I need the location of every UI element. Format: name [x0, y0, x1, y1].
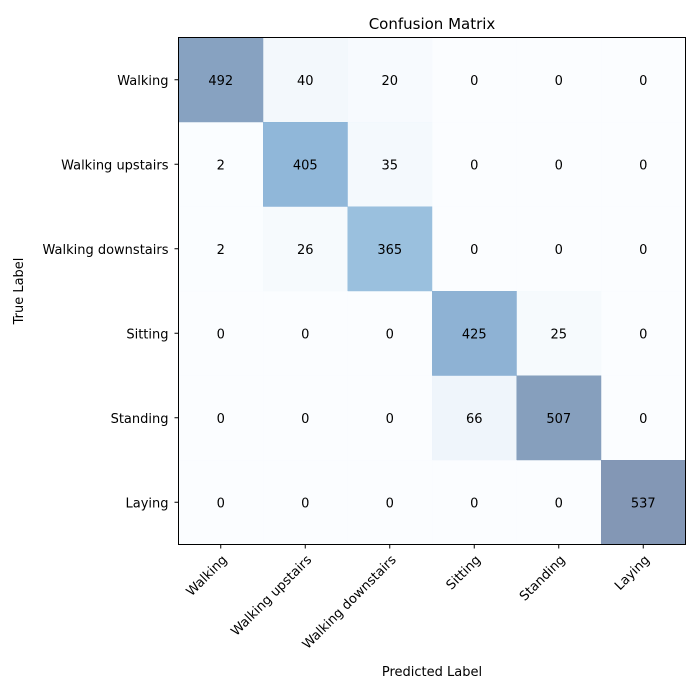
cell-value-label: 0 — [555, 243, 563, 258]
y-tick-label: Walking — [117, 74, 168, 89]
heatmap-cell — [601, 37, 686, 123]
heatmap-cell — [178, 375, 264, 461]
plot-frame — [178, 37, 686, 545]
heatmap-cell — [347, 291, 433, 376]
y-tick-label: Walking downstairs — [42, 243, 168, 258]
cell-value-label: 40 — [297, 74, 314, 89]
y-tick-label: Laying — [125, 496, 168, 511]
cell-value-label: 0 — [639, 412, 647, 427]
heatmap-cell — [432, 375, 517, 461]
y-tick-label: Walking upstairs — [61, 158, 169, 173]
cell-value-label: 537 — [631, 496, 656, 511]
cell-value-label: 2 — [217, 243, 225, 258]
heatmap-cell — [516, 206, 602, 292]
cell-value-label: 0 — [301, 327, 309, 342]
y-axis-ticks: Walking Walking upstairs Walking downstair… — [42, 74, 179, 511]
heatmap-cells — [178, 37, 686, 545]
heatmap-cell — [432, 460, 517, 545]
cell-value-label: 507 — [546, 412, 571, 427]
cell-value-label: 0 — [555, 74, 563, 89]
cell-value-label: 35 — [381, 158, 398, 173]
heatmap-cell — [601, 122, 686, 207]
cell-value-label: 0 — [386, 496, 394, 511]
heatmap-cell — [347, 122, 433, 207]
cell-value-label: 0 — [639, 327, 647, 342]
cell-value-label: 0 — [639, 243, 647, 258]
cell-value-label: 405 — [293, 158, 318, 173]
cell-value-label: 20 — [381, 74, 398, 89]
cell-value-label: 0 — [470, 74, 478, 89]
heatmap-cell — [263, 375, 348, 461]
cell-value-label: 0 — [470, 158, 478, 173]
cell-value-label: 0 — [555, 496, 563, 511]
cell-value-label: 66 — [466, 412, 483, 427]
cell-value-labels: 492 40 20 0 0 0 2 405 35 0 0 0 2 26 365 0 0 0 0 0 0 425 25 0 0 0 0… — [208, 74, 655, 512]
x-tick-label: Sitting — [444, 553, 484, 593]
y-tick-label: Sitting — [126, 327, 168, 342]
y-tick-label: Standing — [111, 412, 169, 427]
heatmap-cell — [263, 291, 348, 376]
x-tick-label: Walking downstairs — [300, 553, 400, 653]
heatmap-cell — [601, 375, 686, 461]
chart-title: Confusion Matrix — [369, 15, 496, 33]
cell-value-label: 0 — [217, 412, 225, 427]
x-axis-label: Predicted Label — [382, 665, 482, 680]
cell-value-label: 0 — [386, 327, 394, 342]
heatmap-cell — [178, 206, 264, 292]
heatmap-cell — [347, 37, 433, 123]
heatmap-cell — [178, 291, 264, 376]
heatmap-cell — [263, 37, 348, 123]
heatmap-cell — [347, 206, 433, 292]
heatmap-cell — [516, 37, 602, 123]
cell-value-label: 0 — [217, 496, 225, 511]
heatmap-cell — [432, 291, 517, 376]
cell-value-label: 2 — [217, 158, 225, 173]
heatmap-cell — [601, 291, 686, 376]
heatmap-cell — [516, 375, 602, 461]
heatmap-cell — [263, 460, 348, 545]
heatmap-cell — [178, 122, 264, 207]
heatmap-cell — [263, 206, 348, 292]
cell-value-label: 26 — [297, 243, 314, 258]
heatmap-cell — [432, 37, 517, 123]
heatmap-cell — [516, 291, 602, 376]
heatmap-cell — [178, 460, 264, 545]
heatmap-cell — [263, 122, 348, 207]
cell-value-label: 492 — [208, 74, 233, 89]
cell-value-label: 425 — [462, 327, 487, 342]
heatmap-cell — [347, 460, 433, 545]
heatmap-cell — [432, 122, 517, 207]
cell-value-label: 25 — [550, 327, 567, 342]
x-tick-label: Walking upstairs — [229, 553, 316, 640]
heatmap-cell — [347, 375, 433, 461]
cell-value-label: 0 — [301, 496, 309, 511]
heatmap-cell — [432, 206, 517, 292]
x-tick-label: Laying — [612, 553, 653, 594]
heatmap-cell — [516, 460, 602, 545]
cell-value-label: 0 — [470, 496, 478, 511]
cell-value-label: 0 — [386, 412, 394, 427]
cell-value-label: 0 — [555, 158, 563, 173]
x-tick-label: Standing — [517, 553, 569, 605]
cell-value-label: 0 — [639, 158, 647, 173]
y-axis-label: True Label — [12, 258, 27, 326]
cell-value-label: 0 — [470, 243, 478, 258]
cell-value-label: 0 — [217, 327, 225, 342]
cell-value-label: 0 — [301, 412, 309, 427]
heatmap-cell — [601, 460, 686, 545]
heatmap-cell — [178, 37, 264, 123]
cell-value-label: 0 — [639, 74, 647, 89]
cell-value-label: 365 — [377, 243, 402, 258]
heatmap-cell — [516, 122, 602, 207]
heatmap-cell — [601, 206, 686, 292]
x-tick-label: Walking — [184, 553, 231, 600]
